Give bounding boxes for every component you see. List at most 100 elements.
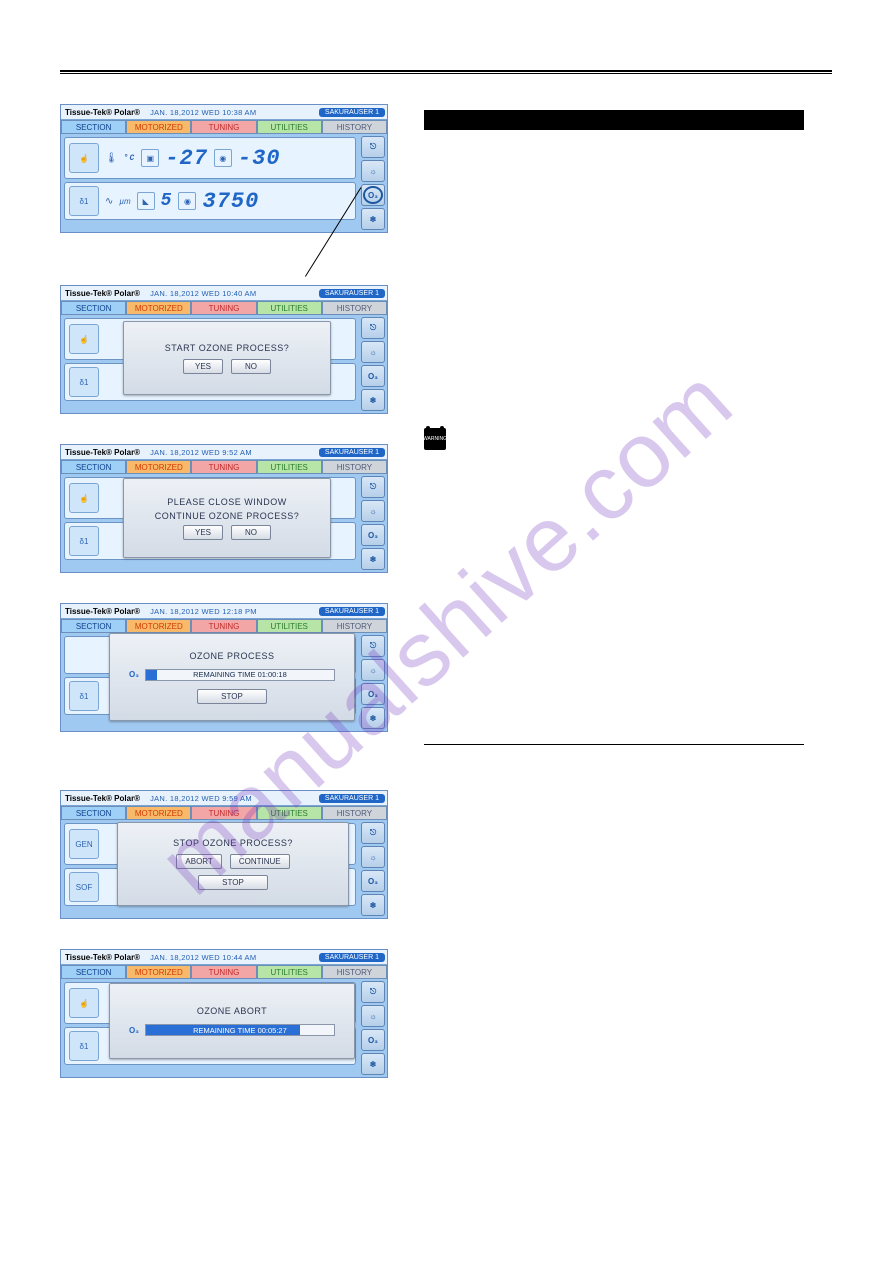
hand-icon: ☝ [69,143,99,173]
progress-bar: REMAINING TIME 01:00:18 [145,669,335,681]
tab-motorized[interactable]: MOTORIZED [126,619,191,633]
tab-history[interactable]: HISTORY [322,619,387,633]
section-header-band [424,110,804,130]
counter-icon: ◉ [178,192,196,210]
exit-icon[interactable]: ⎋ [361,822,385,844]
tab-motorized[interactable]: MOTORIZED [126,806,191,820]
o3-label: O₃ [129,670,139,679]
brand-text: Tissue-Tek® Polar® [61,108,144,117]
spec-icon: ◉ [214,149,232,167]
yes-button[interactable]: YES [183,525,223,540]
user-badge: SAKURAUSER 1 [319,953,385,962]
abort-button[interactable]: ABORT [176,854,221,869]
light-icon[interactable]: ☼ [361,659,385,681]
warning-icon: WARNING [424,428,446,450]
temp-mode-icon[interactable]: δ1 [69,367,99,397]
no-button[interactable]: NO [231,525,271,540]
exit-icon[interactable]: ⎋ [361,981,385,1003]
header-rule [60,70,832,74]
tab-history[interactable]: HISTORY [322,806,387,820]
tab-section[interactable]: SECTION [61,120,126,134]
ozone-button[interactable]: O₃ [361,184,385,206]
tab-tuning[interactable]: TUNING [191,301,256,315]
snow-icon[interactable]: ❄ [361,894,385,916]
brand-text: Tissue-Tek® Polar® [61,289,144,298]
left-column: Tissue-Tek® Polar® JAN. 18,2012 WED 10:3… [60,104,400,1108]
snow-icon[interactable]: ❄ [361,389,385,411]
tab-utilities[interactable]: UTILITIES [257,619,322,633]
temp-unit: °C [124,154,136,163]
temp-specimen: -30 [238,146,281,171]
light-icon[interactable]: ☼ [361,1005,385,1027]
tab-section[interactable]: SECTION [61,460,126,474]
tab-utilities[interactable]: UTILITIES [257,301,322,315]
light-icon[interactable]: ☼ [361,160,385,182]
temp-mode-icon[interactable]: δ1 [69,186,99,216]
snow-icon[interactable]: ❄ [361,548,385,570]
ozone-button[interactable]: O₃ [361,1029,385,1051]
temp-mode-icon[interactable]: δ1 [69,1031,99,1061]
tab-utilities[interactable]: UTILITIES [257,460,322,474]
dialog-stop-ozone: STOP OZONE PROCESS? ABORT CONTINUE STOP [117,822,349,906]
snow-icon[interactable]: ❄ [361,208,385,230]
tab-motorized[interactable]: MOTORIZED [126,120,191,134]
brand-text: Tissue-Tek® Polar® [61,607,144,616]
user-badge: SAKURAUSER 1 [319,289,385,298]
counter-value: 3750 [202,189,259,214]
tab-section[interactable]: SECTION [61,619,126,633]
continue-button[interactable]: CONTINUE [230,854,290,869]
brand-text: Tissue-Tek® Polar® [61,953,144,962]
stop-button[interactable]: STOP [197,689,267,704]
tab-utilities[interactable]: UTILITIES [257,806,322,820]
tab-section[interactable]: SECTION [61,965,126,979]
dialog-ozone-abort: OZONE ABORT O₃ REMAINING TIME 00:05:27 [109,983,355,1059]
temp-row: ☝ 🌡 °C ▣ -27 ◉ -30 [64,137,356,179]
temp-mode-icon[interactable]: δ1 [69,526,99,556]
ozone-button[interactable]: O₃ [361,524,385,546]
divider-line [424,744,804,745]
exit-icon[interactable]: ⎋ [361,635,385,657]
tab-tuning[interactable]: TUNING [191,806,256,820]
ozone-button[interactable]: O₃ [361,683,385,705]
ozone-button[interactable]: O₃ [361,365,385,387]
temp-mode-icon[interactable]: δ1 [69,681,99,711]
exit-icon[interactable]: ⎋ [361,317,385,339]
light-icon[interactable]: ☼ [361,500,385,522]
tab-motorized[interactable]: MOTORIZED [126,965,191,979]
tab-history[interactable]: HISTORY [322,301,387,315]
ozone-button[interactable]: O₃ [361,870,385,892]
right-column: WARNING [424,104,804,1108]
dialog-title: OZONE ABORT [197,1006,267,1016]
dialog-line1: PLEASE CLOSE WINDOW [167,497,287,507]
tab-utilities[interactable]: UTILITIES [257,120,322,134]
tab-motorized[interactable]: MOTORIZED [126,301,191,315]
tab-section[interactable]: SECTION [61,806,126,820]
tab-history[interactable]: HISTORY [322,965,387,979]
snow-icon[interactable]: ❄ [361,1053,385,1075]
screen-start-ozone: Tissue-Tek® Polar® JAN. 18,2012 WED 10:4… [60,285,388,414]
dialog-line2: CONTINUE OZONE PROCESS? [155,511,300,521]
yes-button[interactable]: YES [183,359,223,374]
tab-tuning[interactable]: TUNING [191,965,256,979]
tab-utilities[interactable]: UTILITIES [257,965,322,979]
snow-icon[interactable]: ❄ [361,707,385,729]
tab-tuning[interactable]: TUNING [191,120,256,134]
dialog-ozone-progress: OZONE PROCESS O₃ REMAINING TIME 01:00:18… [109,633,355,721]
dialog-title: OZONE PROCESS [189,651,274,661]
tab-motorized[interactable]: MOTORIZED [126,460,191,474]
datetime: JAN. 18,2012 WED 10:38 AM [144,108,319,117]
no-button[interactable]: NO [231,359,271,374]
datetime: JAN. 18,2012 WED 10:40 AM [144,289,319,298]
tab-tuning[interactable]: TUNING [191,460,256,474]
exit-icon[interactable]: ⎋ [361,136,385,158]
tab-section[interactable]: SECTION [61,301,126,315]
tab-history[interactable]: HISTORY [322,120,387,134]
light-icon[interactable]: ☼ [361,846,385,868]
screen-close-window: Tissue-Tek® Polar® JAN. 18,2012 WED 9:52… [60,444,388,573]
exit-icon[interactable]: ⎋ [361,476,385,498]
tab-tuning[interactable]: TUNING [191,619,256,633]
screen-ozone-abort: Tissue-Tek® Polar® JAN. 18,2012 WED 10:4… [60,949,388,1078]
light-icon[interactable]: ☼ [361,341,385,363]
stop-button[interactable]: STOP [198,875,268,890]
tab-history[interactable]: HISTORY [322,460,387,474]
